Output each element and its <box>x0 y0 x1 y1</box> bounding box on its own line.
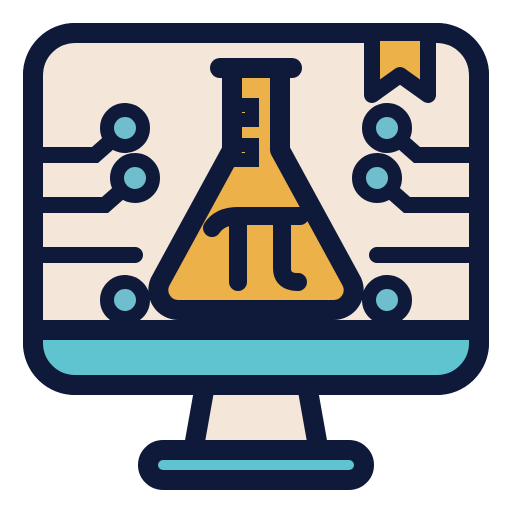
science-computer-icon <box>0 0 512 512</box>
